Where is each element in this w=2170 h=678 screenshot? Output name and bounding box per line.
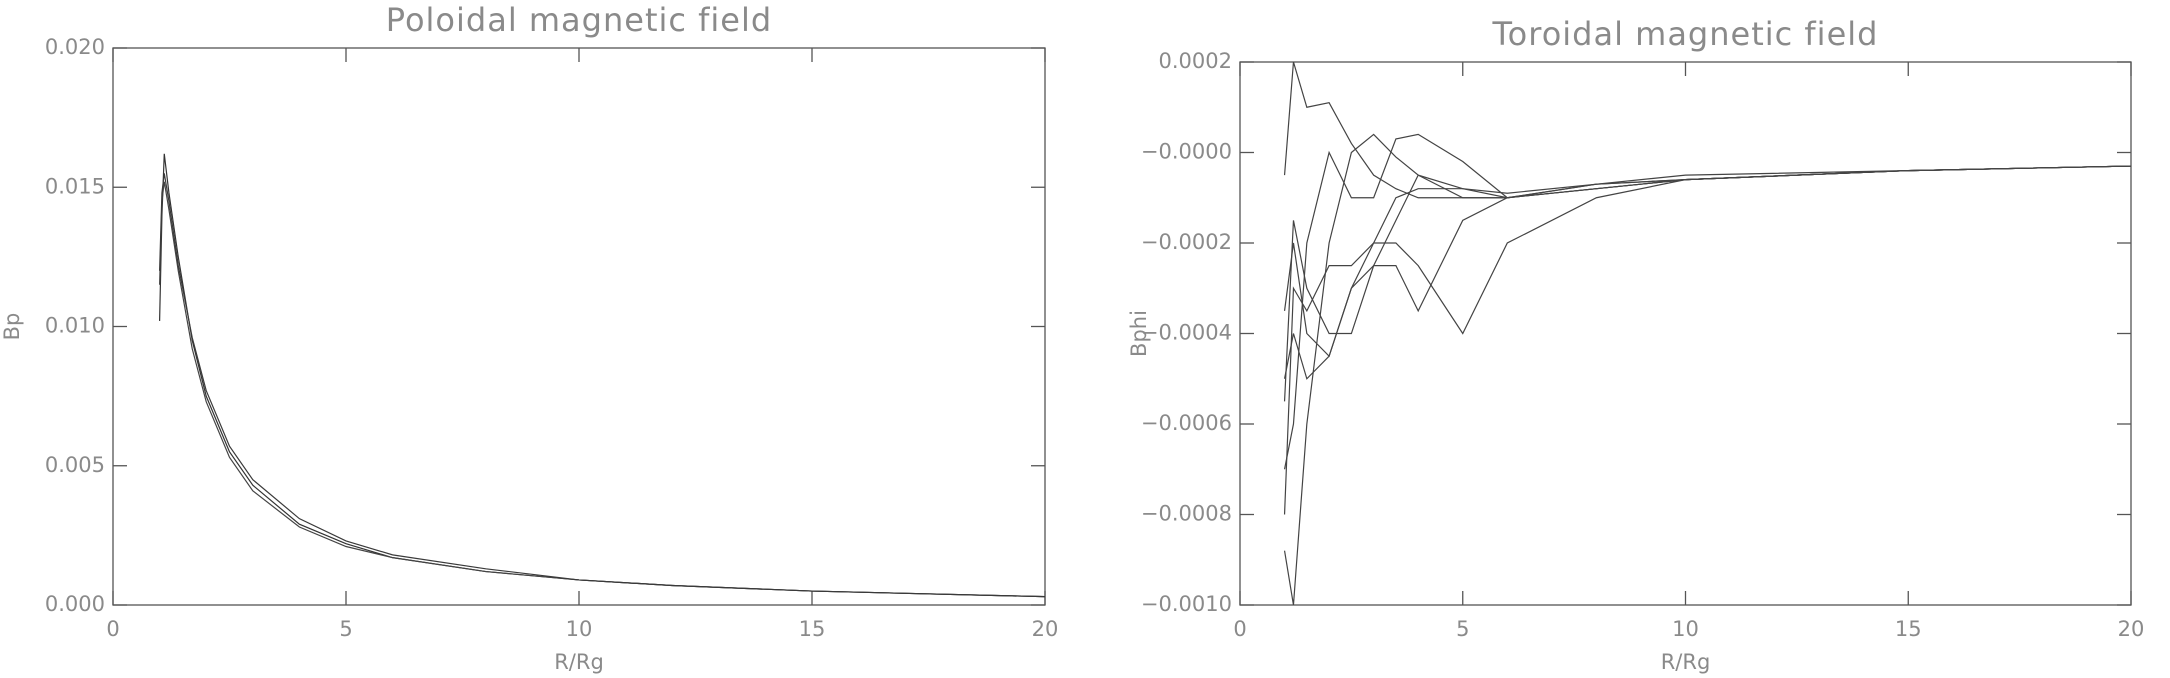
x-tick-label: 5 <box>1456 617 1469 641</box>
x-axis-label: R/Rg <box>1661 650 1711 674</box>
plot-frame <box>1239 61 2132 606</box>
y-tick-label: −0.0000 <box>1141 140 1232 164</box>
x-tick-label: 15 <box>1895 617 1922 641</box>
x-tick-label: 10 <box>566 617 593 641</box>
data-line <box>1283 133 2131 605</box>
x-tick-label: 10 <box>1672 617 1699 641</box>
chart-title: Poloidal magnetic field <box>386 1 772 39</box>
y-axis-label: Bphi <box>1127 310 1151 357</box>
y-tick-label: 0.0002 <box>1159 49 1232 73</box>
y-tick-label: 0.015 <box>45 174 105 198</box>
x-axis-label: R/Rg <box>554 650 604 674</box>
data-line <box>159 153 1045 598</box>
data-line <box>1283 165 2131 515</box>
x-tick-label: 15 <box>799 617 826 641</box>
y-tick-label: −0.0004 <box>1141 321 1232 345</box>
x-tick-label: 5 <box>339 617 352 641</box>
x-tick-label: 20 <box>2118 617 2145 641</box>
x-tick-label: 0 <box>1233 617 1246 641</box>
plot-area <box>159 153 1045 598</box>
data-line <box>159 181 1045 598</box>
data-line <box>159 173 1045 598</box>
y-axis-label: Bp <box>0 313 24 341</box>
chart-title: Toroidal magnetic field <box>1492 15 1879 53</box>
data-line <box>1283 133 2131 470</box>
data-line <box>1283 165 2131 380</box>
y-tick-label: 0.005 <box>45 453 105 477</box>
y-tick-label: −0.0002 <box>1141 230 1232 254</box>
plot-area <box>1283 62 2131 605</box>
y-tick-label: −0.0010 <box>1141 592 1232 616</box>
y-tick-label: −0.0008 <box>1141 502 1232 526</box>
plot-frame <box>112 47 1046 606</box>
y-tick-label: −0.0006 <box>1141 411 1232 435</box>
y-tick-label: 0.000 <box>45 592 105 616</box>
y-tick-label: 0.010 <box>45 314 105 338</box>
data-line <box>1283 165 2131 358</box>
y-tick-label: 0.020 <box>45 35 105 59</box>
data-line <box>1283 62 2131 199</box>
data-line <box>1283 165 2131 402</box>
x-tick-label: 20 <box>1032 617 1059 641</box>
x-tick-label: 0 <box>106 617 119 641</box>
